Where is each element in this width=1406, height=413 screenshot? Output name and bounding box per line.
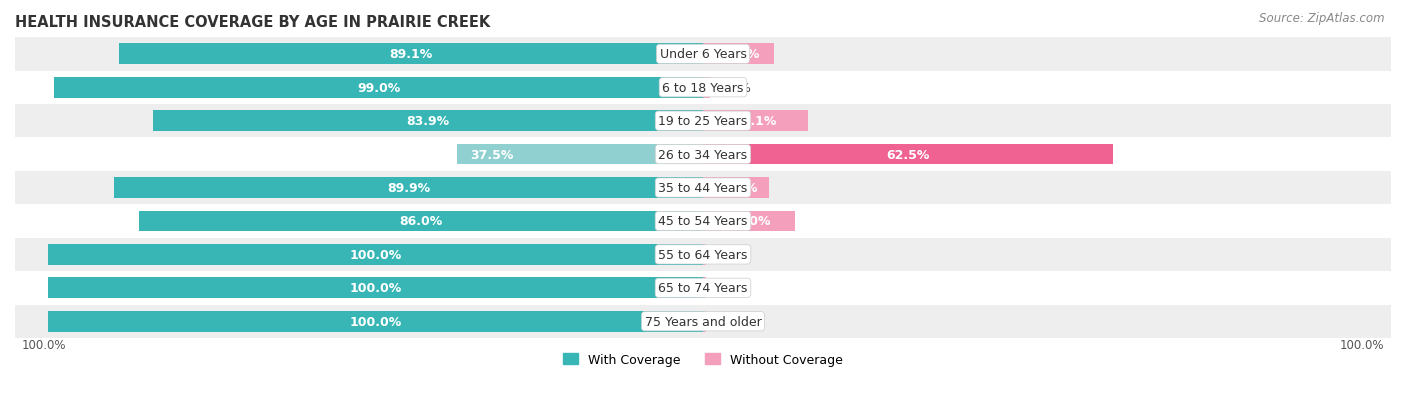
Bar <box>114 178 703 198</box>
Bar <box>703 311 706 332</box>
Bar <box>703 244 706 265</box>
Bar <box>48 311 703 332</box>
Bar <box>703 278 706 299</box>
Text: 65 to 74 Years: 65 to 74 Years <box>658 282 748 294</box>
Text: 26 to 34 Years: 26 to 34 Years <box>658 148 748 161</box>
Bar <box>15 271 1391 305</box>
Text: 1.0%: 1.0% <box>720 81 751 95</box>
Bar <box>457 145 703 165</box>
Text: Source: ZipAtlas.com: Source: ZipAtlas.com <box>1260 12 1385 25</box>
Bar <box>15 71 1391 105</box>
Bar <box>15 238 1391 271</box>
Text: 89.9%: 89.9% <box>387 182 430 195</box>
Text: 89.1%: 89.1% <box>389 48 433 61</box>
Text: 10.1%: 10.1% <box>714 182 758 195</box>
Bar <box>15 205 1391 238</box>
Bar <box>703 111 808 132</box>
Bar <box>48 244 703 265</box>
Text: 100.0%: 100.0% <box>349 282 402 294</box>
Text: HEALTH INSURANCE COVERAGE BY AGE IN PRAIRIE CREEK: HEALTH INSURANCE COVERAGE BY AGE IN PRAI… <box>15 15 491 30</box>
Bar <box>703 78 710 98</box>
Text: 86.0%: 86.0% <box>399 215 443 228</box>
Legend: With Coverage, Without Coverage: With Coverage, Without Coverage <box>558 348 848 371</box>
Bar <box>15 138 1391 171</box>
Text: 100.0%: 100.0% <box>349 248 402 261</box>
Text: 99.0%: 99.0% <box>357 81 401 95</box>
Bar <box>55 78 703 98</box>
Bar <box>15 105 1391 138</box>
Bar <box>703 145 1112 165</box>
Bar <box>139 211 703 232</box>
Bar <box>703 178 769 198</box>
Text: 0.0%: 0.0% <box>713 315 745 328</box>
Bar <box>15 305 1391 338</box>
Bar <box>120 44 703 65</box>
Text: 100.0%: 100.0% <box>349 315 402 328</box>
Text: 6 to 18 Years: 6 to 18 Years <box>662 81 744 95</box>
Text: 35 to 44 Years: 35 to 44 Years <box>658 182 748 195</box>
Text: 19 to 25 Years: 19 to 25 Years <box>658 115 748 128</box>
Text: 45 to 54 Years: 45 to 54 Years <box>658 215 748 228</box>
Bar <box>15 171 1391 205</box>
Text: 0.0%: 0.0% <box>713 282 745 294</box>
Text: 83.9%: 83.9% <box>406 115 450 128</box>
Text: 0.0%: 0.0% <box>713 248 745 261</box>
Bar <box>153 111 703 132</box>
Text: 10.9%: 10.9% <box>717 48 761 61</box>
Text: 55 to 64 Years: 55 to 64 Years <box>658 248 748 261</box>
Text: 16.1%: 16.1% <box>734 115 778 128</box>
Text: Under 6 Years: Under 6 Years <box>659 48 747 61</box>
Text: 62.5%: 62.5% <box>886 148 929 161</box>
Bar <box>48 278 703 299</box>
Text: 100.0%: 100.0% <box>1340 338 1385 351</box>
Bar <box>703 44 775 65</box>
Text: 75 Years and older: 75 Years and older <box>644 315 762 328</box>
Bar <box>15 38 1391 71</box>
Text: 37.5%: 37.5% <box>471 148 513 161</box>
Text: 14.0%: 14.0% <box>727 215 770 228</box>
Text: 100.0%: 100.0% <box>21 338 66 351</box>
Bar <box>703 211 794 232</box>
